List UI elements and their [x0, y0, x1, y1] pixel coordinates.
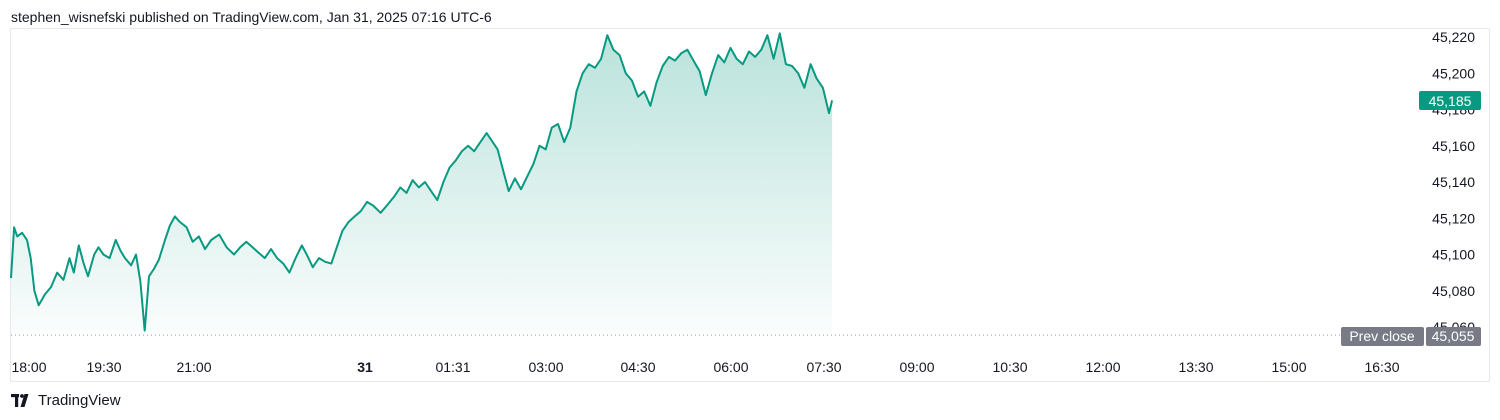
- x-tick-label: 18:00: [11, 359, 46, 375]
- footer-brand-name: TradingView: [38, 392, 121, 409]
- y-tick-label: 45,220: [1432, 29, 1475, 45]
- current-price-badge: 45,185: [1419, 91, 1481, 110]
- x-tick-label: 04:30: [620, 359, 655, 375]
- x-tick-label: 21:00: [176, 359, 211, 375]
- y-tick-label: 45,080: [1432, 283, 1475, 299]
- y-tick-label: 45,160: [1432, 138, 1475, 154]
- prev-close-value: 45,055: [1432, 328, 1475, 344]
- x-tick-label: 01:31: [435, 359, 470, 375]
- footer-branding[interactable]: TradingView: [11, 392, 121, 409]
- x-tick-label: 10:30: [992, 359, 1027, 375]
- current-price-label: 45,185: [1429, 93, 1472, 109]
- price-line: [10, 32, 834, 332]
- chart-frame: [10, 28, 1490, 382]
- y-tick-label: 45,140: [1432, 174, 1475, 190]
- x-tick-label: 06:00: [713, 359, 748, 375]
- y-tick-label: 45,120: [1432, 210, 1475, 226]
- tradingview-logo-icon: [11, 393, 29, 407]
- x-tick-label: 19:30: [86, 359, 121, 375]
- x-tick-label: 16:30: [1364, 359, 1399, 375]
- x-tick-label: 13:30: [1178, 359, 1213, 375]
- price-area-fill: [11, 33, 833, 335]
- y-tick-label: 45,100: [1432, 247, 1475, 263]
- prev-close-label: Prev close: [1349, 328, 1415, 344]
- y-tick-label: 45,200: [1432, 65, 1475, 81]
- x-tick-label: 07:30: [806, 359, 841, 375]
- x-tick-label: 09:00: [899, 359, 934, 375]
- publication-attribution: stephen_wisnefski published on TradingVi…: [11, 9, 492, 25]
- x-tick-label: 31: [357, 359, 373, 375]
- x-tick-label: 03:00: [528, 359, 563, 375]
- prev-close-badge: Prev close 45,055: [1341, 327, 1481, 346]
- x-tick-label: 12:00: [1085, 359, 1120, 375]
- x-tick-label: 15:00: [1271, 359, 1306, 375]
